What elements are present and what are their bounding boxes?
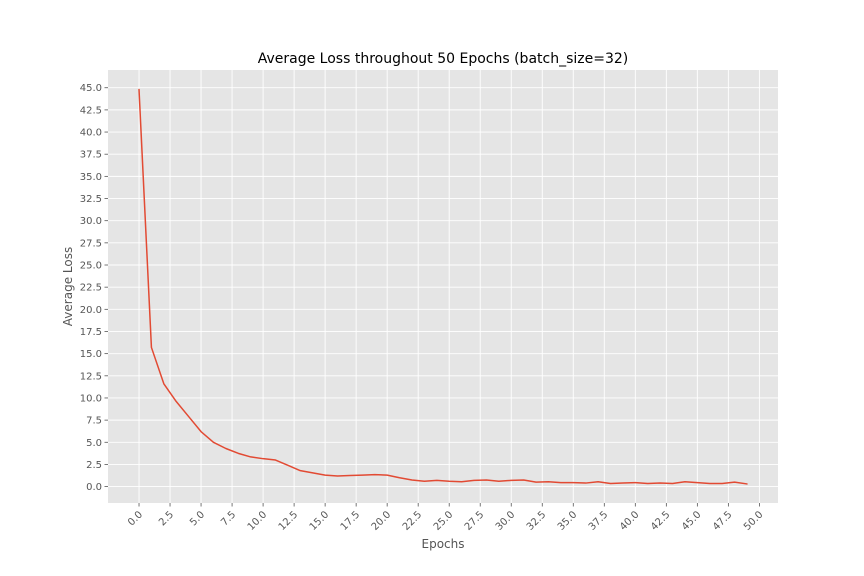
y-tick-label: 35.0 (80, 172, 102, 183)
x-tick-label: 50.0 (742, 509, 766, 533)
y-axis-label: Average Loss (61, 247, 75, 326)
x-tick-label: 0.0 (126, 509, 145, 528)
x-tick-label: 40.0 (618, 509, 642, 533)
y-tick-label: 40.0 (80, 128, 102, 139)
y-tick-label: 5.0 (86, 438, 102, 449)
y-tick-label: 22.5 (80, 283, 102, 294)
x-tick-label: 15.0 (308, 509, 332, 533)
x-tick-label: 45.0 (680, 509, 704, 533)
x-tick-label: 17.5 (339, 509, 363, 533)
x-tick-label: 42.5 (649, 509, 673, 533)
x-tick-label: 12.5 (277, 509, 301, 533)
grid-lines (108, 70, 778, 503)
x-tick-label: 2.5 (157, 509, 176, 528)
x-axis-label: Epochs (422, 537, 465, 551)
x-tick-label: 10.0 (246, 509, 270, 533)
y-tick-label: 30.0 (80, 216, 102, 227)
series-line-average-loss (138, 88, 748, 485)
y-tick-label: 7.5 (86, 416, 102, 427)
y-tick-label: 0.0 (86, 482, 102, 493)
y-tick-label: 20.0 (80, 305, 102, 316)
y-tick-label: 27.5 (80, 238, 102, 249)
x-tick-label: 25.0 (432, 509, 456, 533)
x-tick-label: 27.5 (463, 509, 487, 533)
series-layer (138, 88, 748, 485)
x-tick-label: 5.0 (188, 509, 207, 528)
y-tick-label: 2.5 (86, 460, 102, 471)
x-tick-label: 35.0 (556, 509, 580, 533)
x-tick-label: 30.0 (494, 509, 518, 533)
x-tick-label: 20.0 (370, 509, 394, 533)
x-axis-ticks: 0.0 2.5 5.0 7.5 10.0 12.5 15.0 17.5 20.0 22.5 25.0… (126, 503, 766, 533)
y-tick-label: 15.0 (80, 349, 102, 360)
x-tick-label: 47.5 (711, 509, 735, 533)
y-tick-label: 32.5 (80, 194, 102, 205)
y-tick-label: 45.0 (80, 83, 102, 94)
x-tick-label: 7.5 (219, 509, 238, 528)
x-tick-label: 32.5 (525, 509, 549, 533)
x-tick-label: 22.5 (401, 509, 425, 533)
y-tick-label: 10.0 (80, 393, 102, 404)
y-axis-ticks: 0.0 2.5 5.0 7.5 10.0 12.5 15.0 17.5 20.0 22.5 25.0… (80, 83, 108, 493)
chart-title: Average Loss throughout 50 Epochs (batch… (258, 51, 629, 67)
y-tick-label: 12.5 (80, 371, 102, 382)
y-tick-label: 42.5 (80, 105, 102, 116)
x-tick-label: 37.5 (587, 509, 611, 533)
y-tick-label: 25.0 (80, 261, 102, 272)
y-tick-label: 37.5 (80, 150, 102, 161)
y-tick-label: 17.5 (80, 327, 102, 338)
